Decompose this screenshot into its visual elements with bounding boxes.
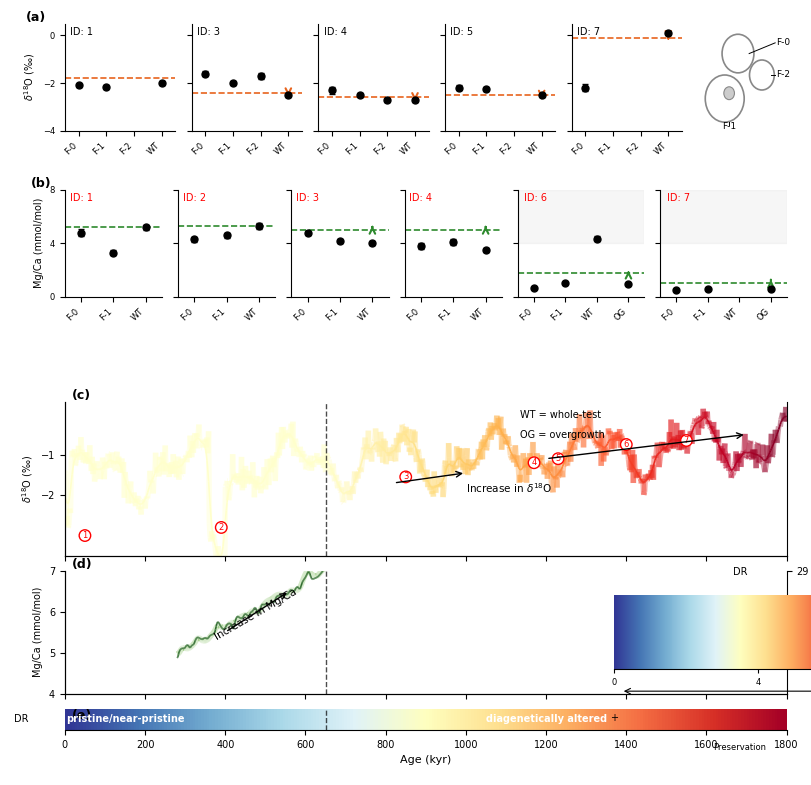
Text: F-0: F-0: [776, 38, 790, 47]
Text: Preservation: Preservation: [714, 743, 766, 752]
Text: DR: DR: [733, 567, 747, 577]
Text: F-2: F-2: [776, 71, 790, 79]
Text: ID: 1: ID: 1: [70, 193, 92, 203]
Text: ID: 3: ID: 3: [197, 27, 220, 37]
Text: pristine/near-pristine: pristine/near-pristine: [66, 714, 184, 725]
Text: ID: 5: ID: 5: [450, 27, 474, 37]
Text: Increase in $\delta^{18}$O: Increase in $\delta^{18}$O: [466, 481, 552, 495]
Text: (a): (a): [26, 11, 46, 24]
Text: 2: 2: [219, 523, 224, 532]
Text: 5: 5: [556, 455, 560, 463]
Y-axis label: $\delta^{18}$O (‰): $\delta^{18}$O (‰): [20, 455, 35, 503]
Text: ID: 4: ID: 4: [410, 193, 432, 203]
Circle shape: [724, 87, 735, 100]
Text: diagenetically altered: diagenetically altered: [486, 714, 607, 725]
Text: DR: DR: [15, 714, 29, 725]
Bar: [660, 190, 787, 243]
Text: (e): (e): [72, 709, 92, 722]
Text: ID: 7: ID: 7: [577, 27, 600, 37]
Y-axis label: Mg/Ca (mmol/mol): Mg/Ca (mmol/mol): [34, 198, 45, 288]
Text: 4: 4: [531, 458, 537, 467]
Text: +: +: [610, 714, 618, 723]
Text: 6: 6: [624, 440, 629, 449]
Text: (b): (b): [31, 177, 51, 190]
Text: 3: 3: [403, 473, 409, 481]
X-axis label: Age (kyr): Age (kyr): [400, 755, 452, 765]
Text: 7: 7: [684, 436, 689, 445]
Text: ID: 6: ID: 6: [524, 193, 547, 203]
Text: ID: 1: ID: 1: [71, 27, 93, 37]
Bar: [518, 190, 644, 243]
Text: F-1: F-1: [722, 122, 736, 131]
Y-axis label: $\delta^{18}$O (‰): $\delta^{18}$O (‰): [23, 53, 37, 101]
Text: ID: 4: ID: 4: [324, 27, 347, 37]
Text: (c): (c): [72, 389, 91, 402]
Text: ID: 2: ID: 2: [183, 193, 206, 203]
Text: ID: 7: ID: 7: [667, 193, 689, 203]
Text: 1: 1: [82, 531, 88, 540]
Text: OG = overgrowth: OG = overgrowth: [520, 429, 604, 440]
Text: (d): (d): [72, 558, 92, 571]
Text: WT = whole-test: WT = whole-test: [520, 410, 601, 420]
Text: Increase in Mg/Ca: Increase in Mg/Ca: [213, 587, 298, 642]
Y-axis label: Mg/Ca (mmol/mol): Mg/Ca (mmol/mol): [33, 587, 43, 677]
Text: ID: 3: ID: 3: [296, 193, 320, 203]
